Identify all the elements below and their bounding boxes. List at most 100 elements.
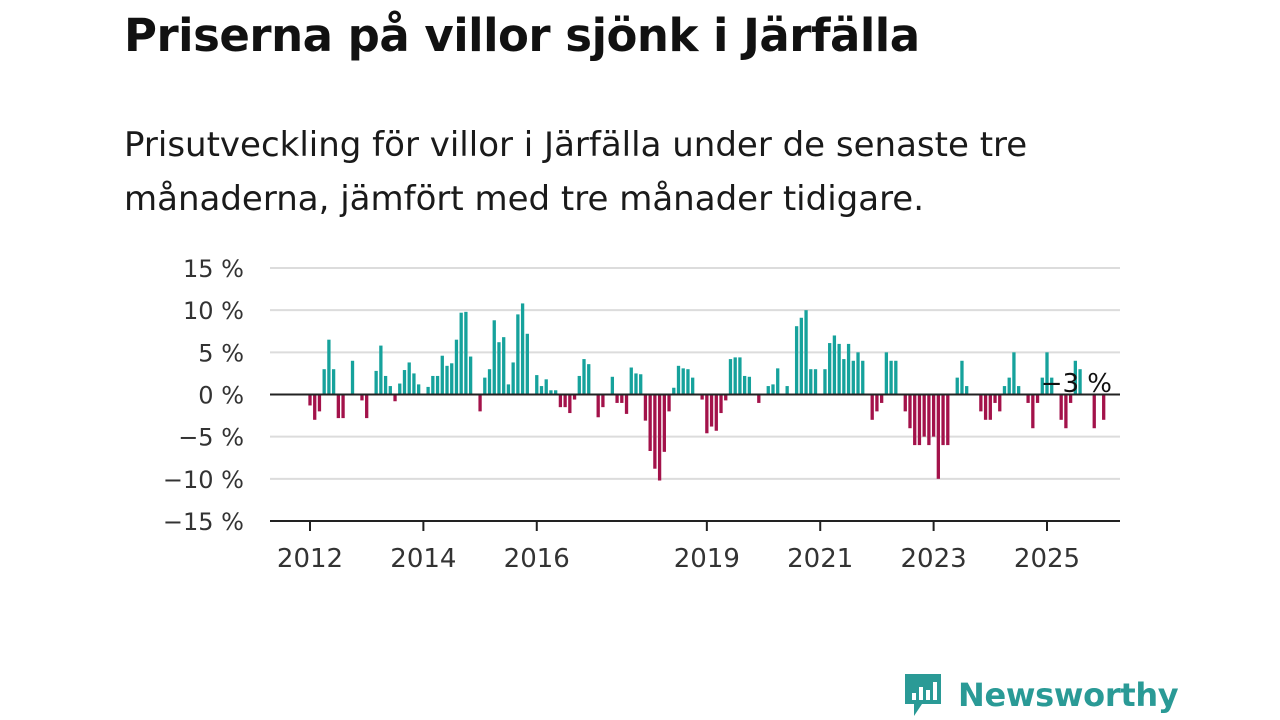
bar (941, 394, 945, 446)
bar (1064, 394, 1068, 429)
bar (922, 394, 926, 437)
bar (483, 377, 487, 395)
bar (908, 394, 912, 429)
bar (1002, 386, 1007, 395)
bar (407, 362, 411, 395)
bar (1026, 394, 1030, 403)
bar (1078, 369, 1082, 395)
bar (983, 394, 988, 420)
bar (549, 390, 553, 395)
bar (468, 356, 473, 395)
gridlines (270, 267, 1120, 480)
x-tick-label: 2012 (277, 544, 343, 574)
bar (955, 377, 959, 395)
bar (577, 375, 581, 395)
bar (379, 345, 383, 395)
bar (998, 394, 1002, 412)
bar (308, 394, 312, 406)
bar (445, 365, 449, 395)
bar (794, 326, 799, 395)
bar (497, 342, 501, 395)
y-tick-label: 10 % (183, 297, 244, 325)
x-tick-label: 2019 (674, 544, 740, 574)
bar (913, 394, 917, 446)
bar (450, 363, 454, 395)
bar (426, 386, 430, 395)
bar (383, 375, 388, 395)
bar (525, 333, 529, 395)
bar (1012, 352, 1016, 395)
bar (582, 359, 586, 395)
bar (809, 369, 813, 395)
bar (572, 394, 577, 400)
bar (393, 394, 397, 402)
bar (842, 359, 846, 395)
bar (1007, 377, 1011, 395)
bar (587, 364, 591, 395)
bar (681, 368, 685, 395)
bar (558, 394, 563, 408)
bar (832, 335, 837, 395)
bar (317, 394, 322, 412)
chart-subtitle: Prisutveckling för villor i Järfälla und… (124, 125, 1028, 219)
bar (875, 394, 879, 412)
bar (487, 369, 492, 395)
bar (747, 376, 752, 395)
bar (828, 343, 832, 395)
chart-title: Priserna på villor sjönk i Järfälla (124, 9, 920, 62)
bar (601, 394, 605, 408)
bar (965, 386, 969, 395)
bar (402, 370, 407, 395)
bar (1059, 394, 1063, 420)
bar (724, 394, 728, 401)
bars (308, 303, 1106, 481)
bar (1035, 394, 1040, 403)
bar (341, 394, 345, 419)
bar (336, 394, 340, 419)
bar (327, 339, 331, 395)
bar (719, 394, 723, 414)
bar (634, 373, 638, 395)
bar (624, 394, 629, 414)
bar (502, 337, 506, 395)
bar (554, 390, 558, 395)
bar (657, 394, 662, 481)
bar (757, 394, 761, 403)
x-tick-label: 2025 (1014, 544, 1080, 574)
bar (544, 379, 548, 395)
y-tick-label: 5 % (198, 339, 244, 367)
bar (516, 314, 520, 395)
bar (620, 394, 624, 403)
x-tick-label: 2016 (504, 544, 570, 574)
bar (733, 357, 737, 395)
bar (931, 394, 936, 437)
bar (331, 369, 336, 395)
bar (520, 303, 525, 395)
bar (709, 394, 714, 427)
bar (360, 394, 364, 401)
bar (851, 360, 855, 395)
bar (1040, 377, 1044, 395)
x-tick-label: 2023 (901, 544, 967, 574)
bar (988, 394, 992, 420)
bar (785, 386, 789, 395)
bar (880, 394, 884, 403)
bar (643, 394, 648, 421)
latest-value-label: −3 % (1041, 369, 1112, 399)
bar (464, 311, 468, 395)
brand-name: Newsworthy (958, 676, 1179, 714)
bar (946, 394, 950, 446)
bar (676, 365, 681, 395)
bar (691, 377, 695, 395)
bar (1068, 394, 1073, 403)
x-tick-label: 2021 (787, 544, 853, 574)
bar (610, 376, 615, 395)
bar (478, 394, 482, 412)
bar (889, 360, 893, 395)
bar (388, 386, 392, 395)
bar (686, 369, 690, 395)
bar (459, 312, 463, 395)
bar (1073, 360, 1077, 395)
bar (861, 360, 865, 395)
bar (539, 386, 544, 395)
